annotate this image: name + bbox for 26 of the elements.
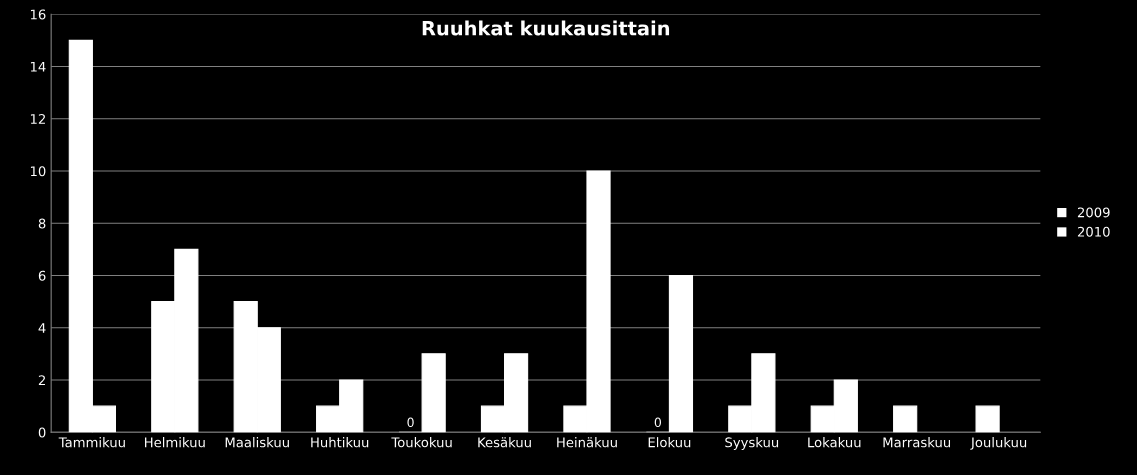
data-label: 0 — [654, 417, 662, 428]
y-tick-label: 8 — [38, 218, 46, 229]
x-tick-label: Joulukuu — [970, 437, 1027, 450]
y-tick-label: 16 — [30, 9, 46, 20]
x-tick-label: Marraskuu — [883, 437, 951, 448]
x-tick-label: Kesäkuu — [478, 437, 531, 448]
data-label: 0 — [407, 417, 414, 428]
x-tick-label: Helmikuu — [145, 437, 205, 448]
legend-label: 2010 — [1077, 226, 1110, 237]
x-tick-label: Elokuu — [648, 437, 691, 448]
legend-label: 2009 — [1077, 207, 1110, 218]
x-tick-label: Tammikuu — [58, 437, 125, 448]
x-tick-label: Toukokuu — [391, 437, 452, 448]
y-tick-label: 12 — [30, 113, 45, 124]
y-tick-label: 2 — [38, 375, 45, 386]
y-tick-label: 10 — [30, 166, 46, 177]
chart-title: Ruuhkat kuukausittain — [422, 20, 670, 36]
x-tick-label: Huhtikuu — [311, 437, 369, 448]
y-tick-label: 14 — [30, 61, 46, 72]
y-tick-label: 6 — [38, 270, 46, 281]
x-tick-label: Lokakuu — [808, 437, 861, 448]
x-tick-label: Syyskuu — [725, 437, 779, 450]
x-tick-label: Maaliskuu — [225, 437, 289, 448]
x-tick-label: Heinäkuu — [557, 437, 617, 448]
y-tick-label: 0 — [38, 427, 46, 438]
y-tick-label: 4 — [38, 323, 46, 333]
